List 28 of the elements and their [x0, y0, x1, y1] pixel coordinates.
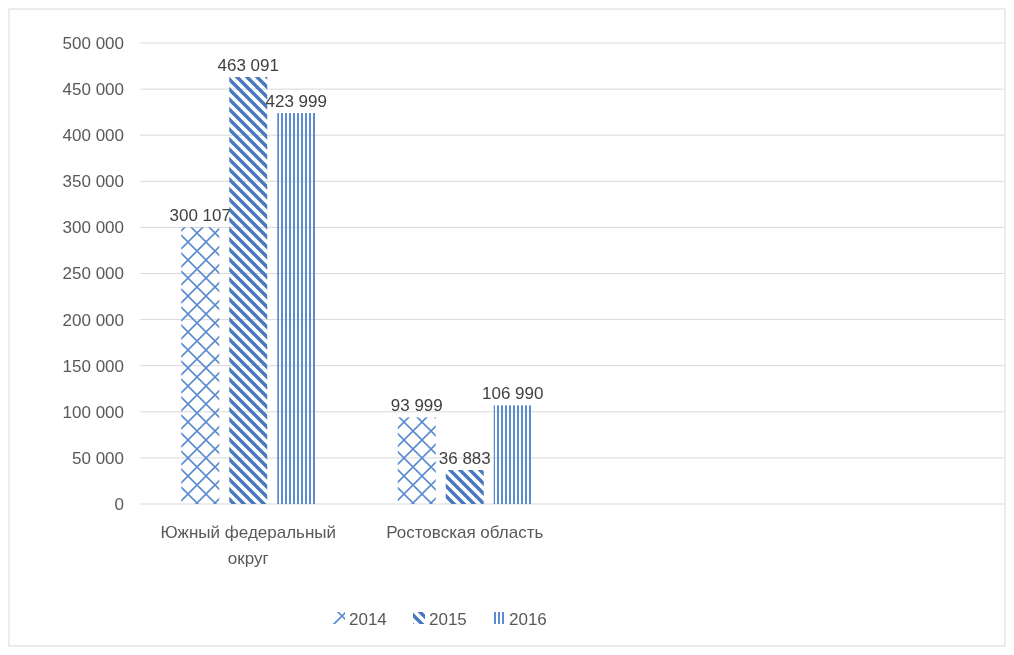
y-tick-label: 500 000: [62, 33, 124, 53]
legend-label: 2014: [349, 610, 387, 629]
data-label: 423 999: [265, 92, 327, 112]
y-tick-label: 300 000: [62, 218, 124, 238]
y-tick-label: 150 000: [62, 356, 124, 376]
data-label: 93 999: [390, 396, 443, 416]
x-tick-label: Южный федеральный округ: [160, 523, 337, 568]
x-tick-label: Ростовская область: [386, 523, 544, 542]
bar: [493, 405, 532, 504]
y-tick-label: 250 000: [62, 264, 124, 284]
y-tick-label: 200 000: [62, 310, 124, 330]
bar: [445, 469, 484, 504]
y-tick-label: 450 000: [62, 80, 124, 100]
data-label: 106 990: [482, 384, 544, 404]
legend-label: 2015: [429, 610, 467, 629]
bar: [277, 113, 316, 504]
y-tick-label: 400 000: [62, 126, 124, 146]
legend-label: 2016: [509, 610, 547, 629]
y-tick-label: 350 000: [62, 172, 124, 192]
bar: [229, 77, 268, 504]
y-tick-label: 50 000: [72, 448, 124, 468]
y-tick-label: 100 000: [62, 402, 124, 422]
data-label: 36 883: [438, 448, 491, 468]
bar: [397, 417, 436, 504]
bar: [181, 227, 220, 504]
data-label: 300 107: [169, 206, 231, 226]
y-tick-label: 0: [114, 494, 124, 514]
data-label: 463 091: [217, 56, 279, 76]
